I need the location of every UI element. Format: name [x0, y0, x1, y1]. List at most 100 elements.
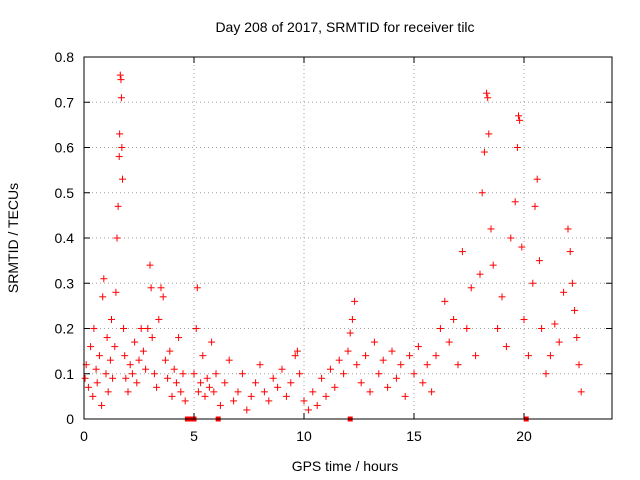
data-point [166, 347, 174, 355]
data-point [414, 343, 422, 351]
data-point [179, 370, 187, 378]
data-point [269, 374, 277, 382]
y-tick-label: 0.5 [55, 185, 75, 201]
data-point [84, 383, 92, 391]
y-tick-label: 0.4 [55, 230, 75, 246]
data-point [113, 234, 121, 242]
data-point [485, 130, 493, 138]
data-point [194, 388, 202, 396]
data-point [95, 352, 103, 360]
data-point [291, 352, 299, 360]
x-tick-label: 10 [296, 428, 312, 444]
data-point [538, 325, 546, 332]
data-point [511, 198, 519, 206]
data-point [293, 347, 301, 355]
data-point [331, 383, 339, 391]
data-point [197, 379, 205, 387]
data-point [260, 388, 268, 396]
y-tick-label: 0.1 [55, 366, 75, 382]
data-point [122, 374, 130, 382]
data-point [87, 343, 95, 351]
data-point [161, 356, 169, 364]
data-point [571, 306, 579, 314]
data-point [177, 388, 185, 396]
data-point [243, 406, 251, 414]
data-point [159, 293, 167, 301]
data-point [476, 270, 484, 278]
data-point [498, 293, 506, 301]
data-point [304, 406, 312, 414]
data-point [137, 325, 145, 332]
data-point [225, 356, 233, 364]
data-point [265, 397, 273, 405]
data-point [513, 144, 521, 151]
data-point [114, 202, 122, 210]
data-point [432, 352, 440, 360]
data-point [287, 379, 295, 387]
data-point [116, 71, 124, 79]
data-point [155, 315, 163, 323]
data-point [441, 297, 449, 305]
data-point [428, 388, 436, 396]
x-axis-label: GPS time / hours [292, 458, 399, 474]
data-point [568, 279, 576, 287]
data-point [146, 261, 154, 269]
data-point [518, 243, 526, 251]
y-tick-label: 0.7 [55, 94, 75, 110]
data-point [335, 356, 343, 364]
data-point [560, 288, 568, 296]
data-point [419, 379, 427, 387]
data-point [575, 361, 583, 369]
data-point [119, 175, 126, 183]
data-point [230, 397, 238, 405]
data-point [344, 347, 352, 355]
data-point [478, 189, 486, 197]
data-point [168, 392, 176, 400]
data-point [164, 374, 172, 382]
data-point [362, 352, 370, 360]
data-point [326, 365, 334, 373]
data-point [524, 352, 532, 360]
data-point [384, 383, 392, 391]
chart-title: Day 208 of 2017, SRMTID for receiver til… [215, 19, 474, 35]
data-point [203, 374, 211, 382]
data-point [531, 202, 539, 210]
data-point [135, 356, 143, 364]
data-point [546, 352, 554, 360]
data-point [480, 148, 488, 156]
data-point [98, 401, 106, 409]
data-point [489, 261, 497, 269]
data-point [192, 325, 200, 332]
data-point [147, 284, 155, 292]
data-point [577, 388, 585, 396]
data-point [148, 334, 156, 342]
x-tick-label: 5 [190, 428, 198, 444]
data-point [90, 325, 98, 332]
data-point [128, 370, 136, 378]
data-point [487, 225, 495, 233]
data-point [115, 153, 123, 161]
data-point [139, 347, 147, 355]
data-point [153, 383, 161, 391]
data-point [199, 352, 207, 360]
data-point [313, 401, 321, 409]
data-point [566, 248, 574, 256]
data-point [520, 315, 528, 323]
data-point [234, 388, 242, 396]
data-point [542, 370, 550, 378]
data-point [551, 320, 559, 328]
y-tick-label: 0.2 [55, 321, 75, 337]
data-point [193, 284, 201, 292]
data-point [175, 334, 183, 342]
data-point [117, 94, 125, 102]
data-point [406, 352, 414, 360]
data-point [282, 392, 290, 400]
data-point [423, 361, 431, 369]
data-point [133, 379, 141, 387]
data-point [238, 370, 246, 378]
data-point [92, 365, 100, 373]
data-point [348, 315, 356, 323]
data-point [375, 370, 383, 378]
data-point [410, 370, 418, 378]
